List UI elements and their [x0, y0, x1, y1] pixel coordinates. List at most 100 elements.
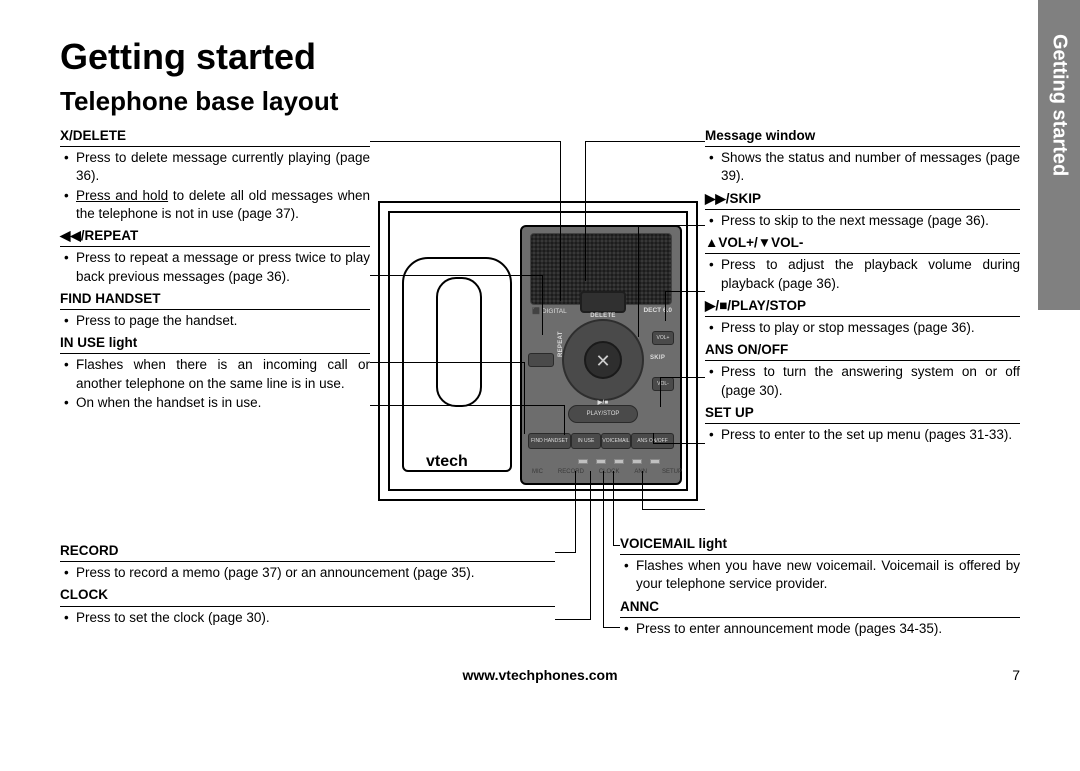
- footer-url: www.vtechphones.com: [60, 667, 1020, 683]
- callout-title: SET UP: [705, 404, 1020, 424]
- tiny-label: ANN: [634, 469, 647, 475]
- message-window: [580, 291, 626, 313]
- tiny-label: RECORD: [558, 469, 584, 475]
- callout-block: ▶/■/PLAY/STOP Press to play or stop messa…: [705, 297, 1020, 337]
- play-stop-button: PLAY/STOP: [568, 405, 638, 423]
- lead-line: [665, 291, 705, 292]
- dpad-repeat-label: REPEAT: [558, 331, 564, 357]
- callout-list: Press to page the handset.: [60, 312, 370, 330]
- callout-block: Message windowShows the status and numbe…: [705, 127, 1020, 186]
- device-inner-frame: vtech ⬛ DIGITAL DECT 6.0 ✕ DELETE ▶/■ RE…: [388, 211, 688, 491]
- page-subtitle: Telephone base layout: [60, 86, 1020, 117]
- callout-item: Press to play or stop messages (page 36)…: [709, 319, 1020, 337]
- tiny-label: CLOCK: [599, 469, 620, 475]
- setup-button: [650, 459, 660, 464]
- lead-line: [638, 225, 705, 226]
- callout-title: X/DELETE: [60, 127, 370, 147]
- tiny-label: SETUP: [662, 469, 682, 475]
- lead-line: [660, 377, 705, 378]
- lead-line: [560, 141, 561, 301]
- voicemail-light: VOICEMAIL: [601, 433, 631, 449]
- callout-list: Press to set the clock (page 30).: [60, 609, 555, 627]
- callout-list: Press to enter announcement mode (pages …: [620, 620, 1020, 638]
- lead-line: [642, 509, 705, 510]
- mic-hole: [578, 459, 588, 464]
- callout-list: Press to skip to the next message (page …: [705, 212, 1020, 230]
- rec-indicator: [528, 353, 554, 367]
- callout-block: ▲VOL+/▼VOL-Press to adjust the playback …: [705, 234, 1020, 293]
- callout-list: Press to enter to the set up menu (pages…: [705, 426, 1020, 444]
- tiny-label-row: MIC RECORD CLOCK ANN SETUP: [532, 469, 682, 475]
- layout-columns: X/DELETEPress to delete message currentl…: [60, 127, 1020, 707]
- callout-item: Press to set the clock (page 30).: [64, 609, 555, 627]
- lead-line: [575, 471, 576, 553]
- lead-line: [653, 433, 654, 444]
- callout-block: VOICEMAIL lightFlashes when you have new…: [620, 535, 1020, 594]
- page-title: Getting started: [60, 36, 1020, 78]
- callout-block: SET UP Press to enter to the set up menu …: [705, 404, 1020, 444]
- callout-title: ANS ON/OFF: [705, 341, 1020, 361]
- dpad-center-x: ✕: [584, 341, 622, 379]
- callout-item: Press to delete message currently playin…: [64, 149, 370, 185]
- lead-line: [370, 275, 542, 276]
- badge-dect: DECT 6.0: [643, 307, 672, 314]
- in-use-light: IN USE: [571, 433, 601, 449]
- callout-list: Press to repeat a message or press twice…: [60, 249, 370, 285]
- callout-item: Flashes when you have new voicemail. Voi…: [624, 557, 1020, 593]
- lead-line: [555, 552, 575, 553]
- callout-list: Press to turn the answering system on or…: [705, 363, 1020, 399]
- callout-title: Message window: [705, 127, 1020, 147]
- callout-block: FIND HANDSET Press to page the handset.: [60, 290, 370, 330]
- lead-line: [638, 225, 639, 337]
- lead-line: [585, 141, 586, 281]
- callout-item: Press to adjust the playback volume duri…: [709, 256, 1020, 292]
- callout-title: ▶/■/PLAY/STOP: [705, 297, 1020, 317]
- callout-list: Shows the status and number of messages …: [705, 149, 1020, 185]
- callout-title: VOICEMAIL light: [620, 535, 1020, 555]
- lead-line: [585, 141, 705, 142]
- callout-title: ANNC: [620, 598, 1020, 618]
- lead-line: [564, 405, 565, 435]
- callout-item: Shows the status and number of messages …: [709, 149, 1020, 185]
- manual-page: Getting started Telephone base layout X/…: [60, 36, 1020, 707]
- lead-line: [653, 443, 705, 444]
- lead-line: [542, 275, 543, 335]
- left-column: X/DELETEPress to delete message currentl…: [60, 127, 370, 416]
- lead-line: [665, 291, 666, 321]
- section-tab: Getting started: [1038, 0, 1080, 310]
- cradle-slot: [436, 277, 482, 407]
- lead-line: [370, 362, 524, 363]
- record-button: [596, 459, 606, 464]
- callout-item: Press to record a memo (page 37) or an a…: [64, 564, 555, 582]
- device-outer-frame: vtech ⬛ DIGITAL DECT 6.0 ✕ DELETE ▶/■ RE…: [378, 201, 698, 501]
- handset-cradle: [402, 257, 512, 472]
- tiny-label: MIC: [532, 469, 543, 475]
- callout-list: Press to delete message currently playin…: [60, 149, 370, 223]
- lead-line: [370, 141, 560, 142]
- lead-line: [642, 471, 643, 510]
- lead-line: [370, 405, 564, 406]
- control-panel: ⬛ DIGITAL DECT 6.0 ✕ DELETE ▶/■ REPEAT S…: [520, 225, 682, 485]
- callout-title: ▲VOL+/▼VOL-: [705, 234, 1020, 254]
- callout-block: ANNC Press to enter announcement mode (pa…: [620, 598, 1020, 638]
- vol-down-button: VOL-: [652, 377, 674, 391]
- dpad-delete-label: DELETE: [586, 313, 620, 319]
- callout-block: IN USE lightFlashes when there is an inc…: [60, 334, 370, 412]
- callout-item: Press to repeat a message or press twice…: [64, 249, 370, 285]
- callout-title: FIND HANDSET: [60, 290, 370, 310]
- lead-line: [613, 471, 614, 546]
- callout-list: Press to adjust the playback volume duri…: [705, 256, 1020, 292]
- callout-item: Press to turn the answering system on or…: [709, 363, 1020, 399]
- badge-digital: ⬛ DIGITAL: [532, 307, 567, 315]
- callout-block: RECORDPress to record a memo (page 37) o…: [60, 542, 555, 582]
- tiny-button-row: [574, 459, 664, 467]
- callout-item: Press and hold to delete all old message…: [64, 187, 370, 223]
- callout-title: IN USE light: [60, 334, 370, 354]
- find-handset-button: FIND HANDSET: [528, 433, 571, 449]
- brand-logo: vtech: [426, 453, 468, 471]
- callout-block: CLOCKPress to set the clock (page 30).: [60, 586, 555, 626]
- callout-item: Press to enter to the set up menu (pages…: [709, 426, 1020, 444]
- lead-line: [603, 627, 620, 628]
- lead-line: [613, 545, 620, 546]
- clock-button: [614, 459, 624, 464]
